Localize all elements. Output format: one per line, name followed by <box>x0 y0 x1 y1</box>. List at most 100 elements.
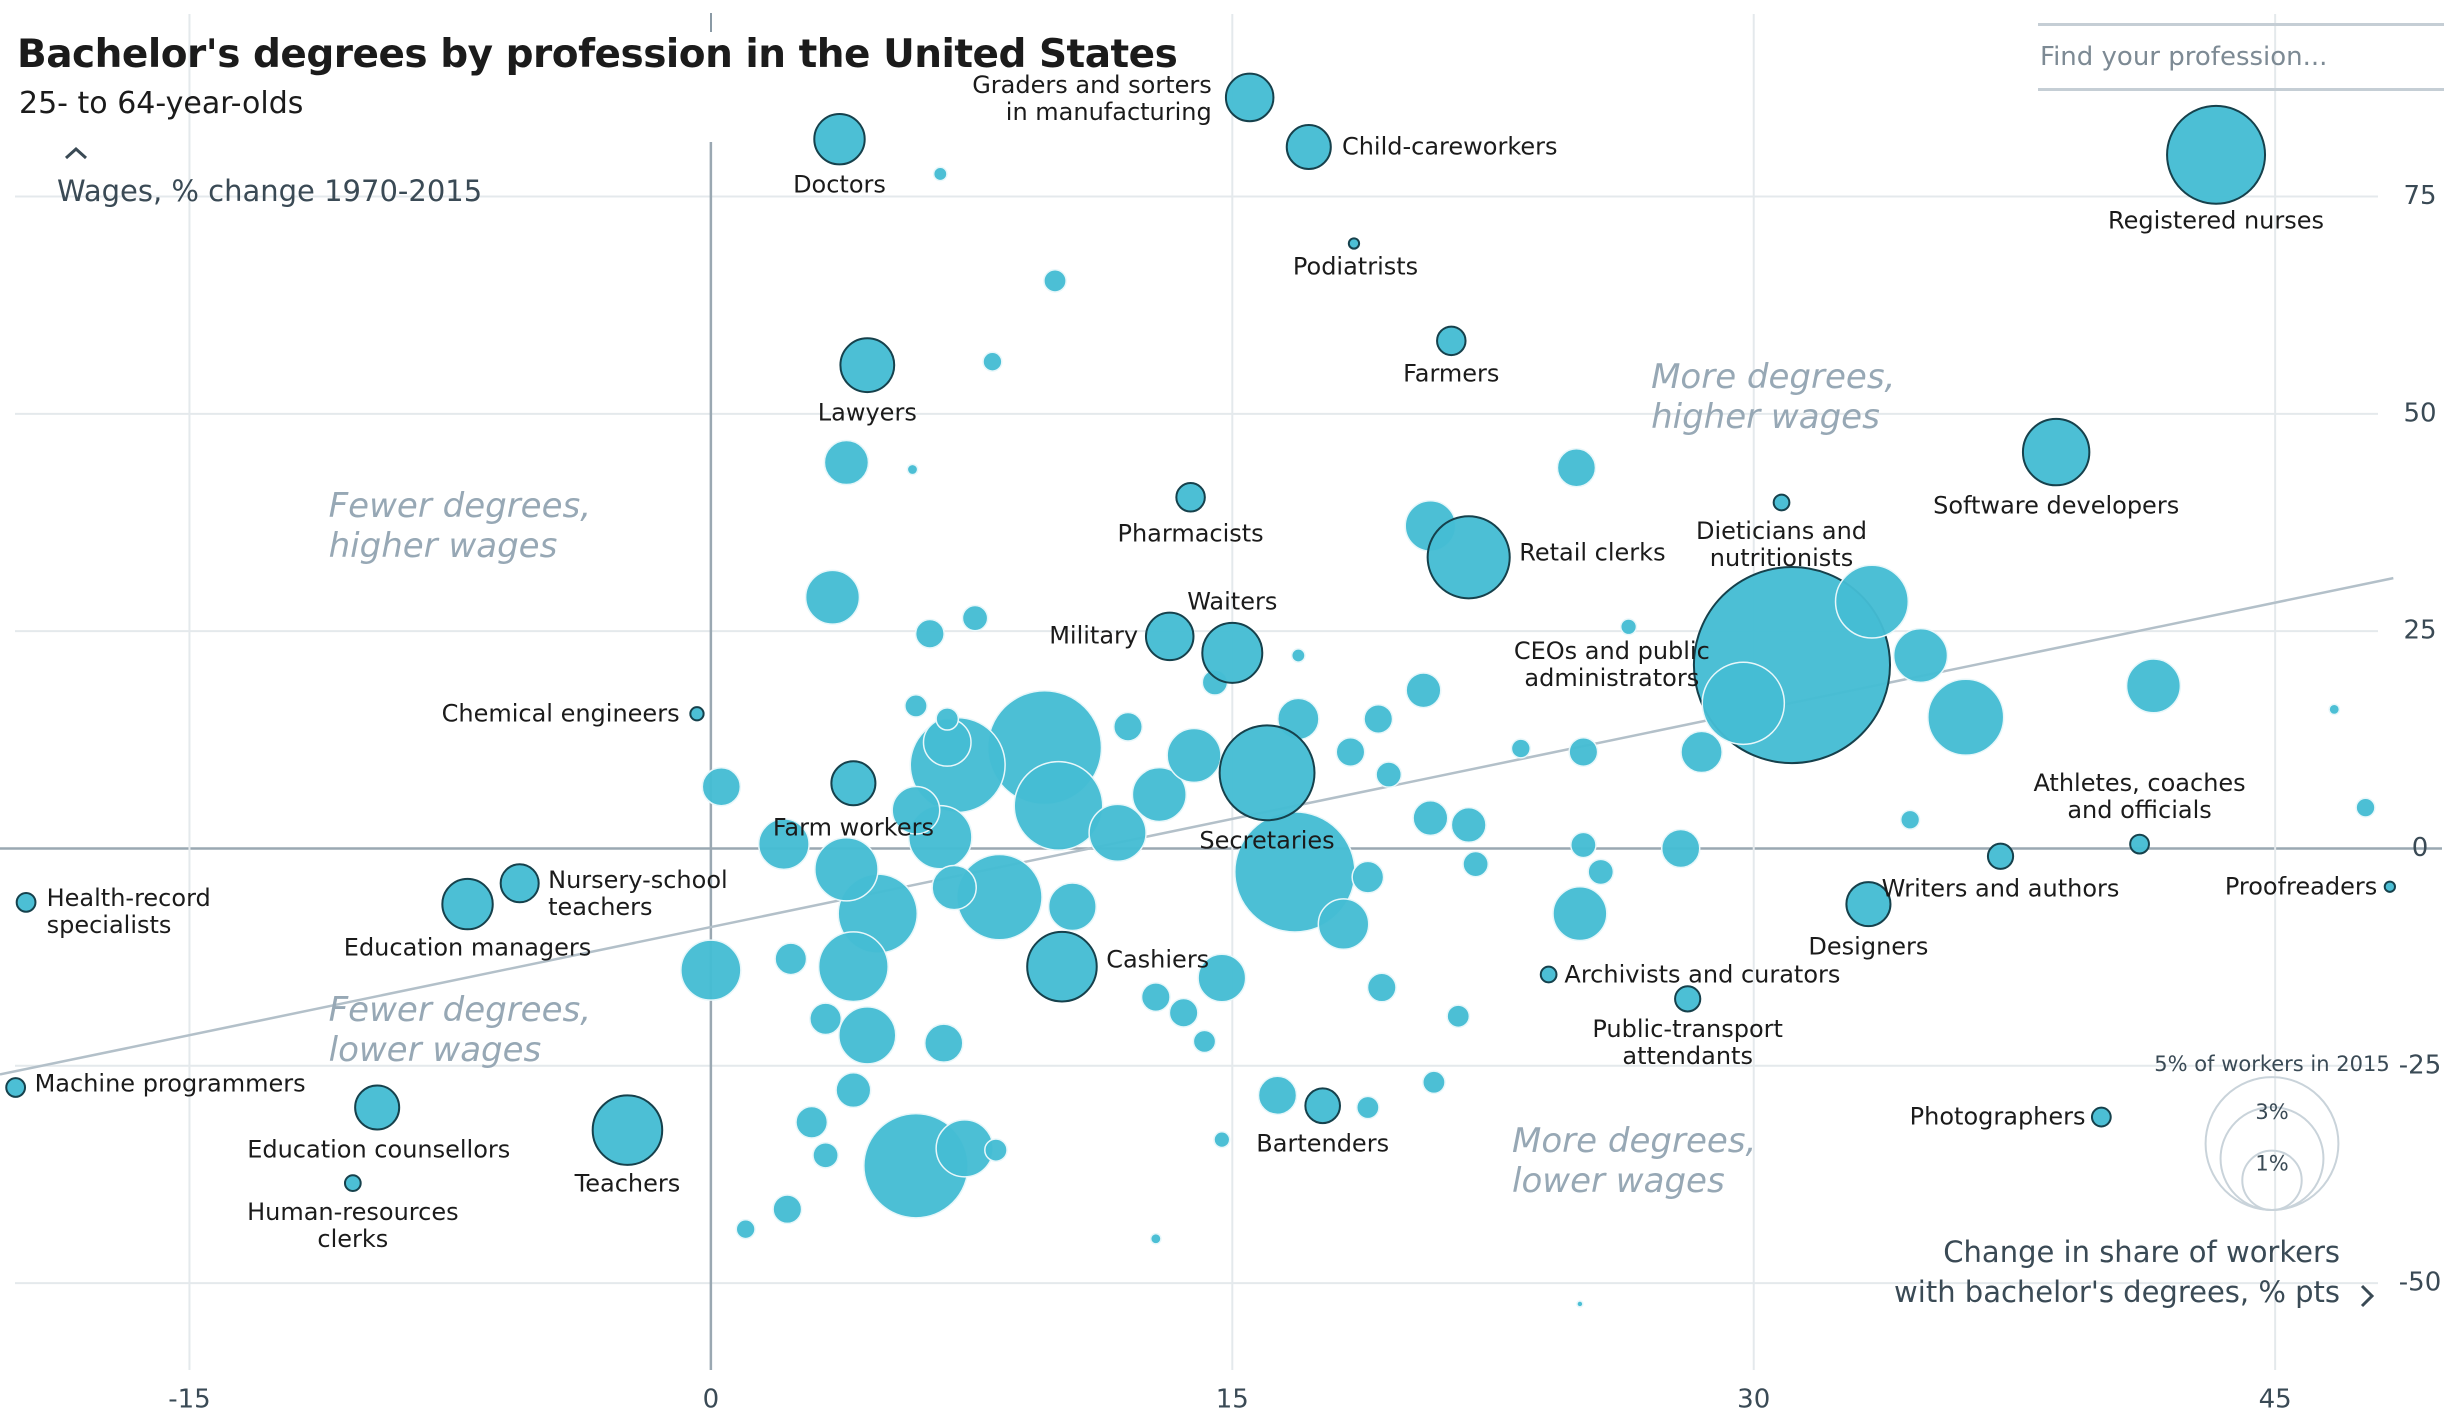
bubble <box>1366 972 1397 1003</box>
bubble <box>1356 1095 1380 1120</box>
trend-line <box>0 576 2394 1076</box>
bubble <box>689 706 705 722</box>
marks: 5% of workers in 2015 3% 1% <box>5 72 2397 1308</box>
bubble <box>1168 997 1199 1028</box>
bubble <box>1218 724 1316 822</box>
bubble <box>343 1174 362 1192</box>
bubble <box>15 891 37 913</box>
bubble <box>680 939 742 1001</box>
bubble <box>1568 736 1599 767</box>
bubble <box>809 1002 843 1036</box>
bubble <box>1436 325 1467 357</box>
bubble <box>795 1105 829 1139</box>
bubble <box>1892 627 1949 684</box>
y-tick-label: -50 <box>2399 1268 2441 1298</box>
bubble <box>932 166 948 182</box>
bubble <box>2021 417 2091 487</box>
bubble <box>1224 72 1275 123</box>
bubble <box>1113 711 1144 742</box>
bubble <box>1405 672 1442 709</box>
x-axis-chevron <box>2360 1284 2375 1308</box>
x-tick-label: 30 <box>1737 1385 1770 1415</box>
bubble <box>1201 621 1264 684</box>
bubble <box>1680 730 1723 774</box>
bubble <box>823 439 870 486</box>
bubble <box>1285 123 1332 171</box>
bubble <box>774 942 808 976</box>
bubble <box>2328 703 2341 716</box>
bubble <box>1290 648 1306 663</box>
size-legend-label: 1% <box>2255 1152 2288 1176</box>
bubble <box>1257 1075 1298 1116</box>
bubble <box>772 1194 803 1225</box>
bubble <box>1131 766 1187 823</box>
bubble <box>984 1138 1008 1162</box>
bubble <box>1845 881 1892 928</box>
bubble <box>1347 237 1361 250</box>
x-tick-label: 15 <box>1216 1385 1249 1415</box>
bubble <box>839 337 896 394</box>
bubble <box>891 785 941 835</box>
bubble <box>1363 703 1394 734</box>
x-tick-label: -15 <box>168 1385 210 1415</box>
bubble <box>1043 268 1067 293</box>
bubble <box>817 931 889 1003</box>
bubble <box>935 707 960 731</box>
bubble <box>1556 447 1597 488</box>
y-tick-label: 0 <box>2412 833 2429 863</box>
y-axis-caret <box>64 146 88 160</box>
size-legend-label: 5% of workers in 2015 <box>2154 1052 2389 1076</box>
bubble <box>1576 1300 1584 1308</box>
x-tick-label: 45 <box>2259 1385 2292 1415</box>
bubble <box>2383 880 2397 893</box>
y-tick-label: 50 <box>2403 398 2436 428</box>
bubble <box>838 1006 897 1065</box>
bubble <box>1701 661 1786 746</box>
size-legend-circle <box>2241 1149 2303 1212</box>
bubble <box>1510 738 1531 759</box>
size-legend-label: 3% <box>2255 1100 2288 1124</box>
bubble <box>2090 1106 2112 1128</box>
bubble <box>1175 482 1206 513</box>
bubble <box>2129 833 2150 855</box>
bubble <box>1317 898 1370 951</box>
bubble <box>735 1219 756 1240</box>
bubble <box>701 766 742 807</box>
bubble <box>1426 515 1511 600</box>
bubble <box>1422 1070 1446 1095</box>
bubble <box>1375 761 1403 788</box>
bubble <box>961 604 989 632</box>
bubble <box>906 463 919 476</box>
bubble <box>1539 965 1558 984</box>
grid: -50 -25 0 25 50 75 -15 0 15 30 45 <box>0 14 2442 1415</box>
bubble <box>914 618 945 649</box>
bubble <box>1927 678 2005 756</box>
bubble <box>982 351 1003 372</box>
bubble <box>499 863 540 904</box>
bubble <box>1213 1131 1231 1149</box>
bubble <box>591 1094 664 1166</box>
bubble <box>441 877 494 931</box>
bubble <box>1026 930 1098 1003</box>
bubble <box>1149 1232 1162 1245</box>
bubble <box>1088 803 1147 863</box>
bubble <box>1462 850 1489 878</box>
bubble <box>1986 842 2015 870</box>
bubble <box>1772 493 1791 512</box>
search-box[interactable]: Find your profession... <box>2038 23 2444 91</box>
search-placeholder: Find your profession... <box>2040 42 2328 72</box>
bubble <box>812 1141 839 1169</box>
bubble <box>804 569 861 625</box>
bubble <box>1140 982 1171 1013</box>
bubble <box>924 1023 964 1063</box>
bubble <box>904 694 928 718</box>
bubble <box>1446 1004 1471 1029</box>
y-tick-label: 25 <box>2403 616 2436 646</box>
bubble <box>1660 828 1701 869</box>
bubble <box>1900 809 1921 830</box>
bubble <box>2125 658 2182 714</box>
bubble <box>1570 831 1597 859</box>
bubble <box>5 1077 27 1098</box>
